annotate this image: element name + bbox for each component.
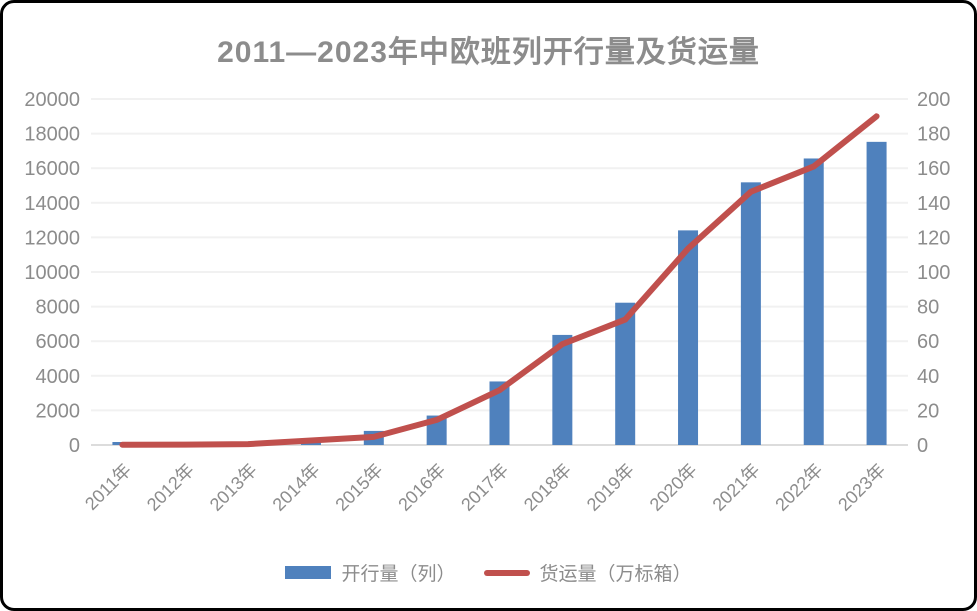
bar-2019年	[615, 302, 636, 445]
x-axis-label-2018年: 2018年	[520, 460, 575, 515]
right-axis-tick-label: 140	[917, 193, 950, 215]
right-axis-tick-label: 20	[917, 400, 939, 422]
x-axis-label-2021年: 2021年	[709, 460, 764, 515]
bar-2023年	[866, 141, 887, 445]
chart-legend: 开行量（列） 货运量（万标箱）	[3, 559, 974, 586]
x-axis-label-2019年: 2019年	[583, 460, 638, 515]
bar-2022年	[803, 158, 824, 445]
left-axis-tick-label: 12000	[24, 227, 80, 249]
legend-item-line-series: 货运量（万标箱）	[483, 559, 692, 586]
line-series-swatch	[483, 569, 530, 576]
left-axis-tick-label: 10000	[24, 262, 80, 284]
right-axis-tick-label: 120	[917, 227, 950, 249]
right-axis-tick-label: 100	[917, 262, 950, 284]
legend-item-bar-series: 开行量（列）	[285, 559, 456, 586]
left-axis-tick-label: 18000	[24, 124, 80, 146]
right-axis-tick-label: 180	[917, 124, 950, 146]
x-axis-label-2012年: 2012年	[143, 460, 198, 515]
bar-series-swatch	[285, 566, 332, 579]
right-axis-tick-label: 80	[917, 297, 939, 319]
bar-series-label: 开行量（列）	[341, 564, 456, 585]
left-axis-tick-label: 0	[69, 435, 80, 457]
line-series-label: 货运量（万标箱）	[539, 564, 692, 585]
combo-chart-plot-area: 0 0 2000 20 4000 40 6000 60 8000 80 10000 100 12000 1…	[24, 89, 950, 515]
x-axis-label-2014年: 2014年	[269, 460, 324, 515]
x-axis-label-2016年: 2016年	[394, 460, 449, 515]
x-axis-label-2015年: 2015年	[331, 460, 386, 515]
bar-2020年	[678, 230, 699, 445]
bar-2017年	[489, 381, 510, 445]
right-axis-tick-label: 40	[917, 366, 939, 388]
x-axis-label-2011年: 2011年	[81, 460, 135, 514]
left-axis-tick-label: 20000	[24, 89, 80, 111]
right-axis-tick-label: 200	[917, 89, 950, 111]
freight-volume-line	[119, 113, 880, 448]
left-axis-tick-label: 6000	[36, 331, 81, 353]
left-axis-tick-label: 4000	[36, 366, 81, 388]
left-axis-tick-label: 8000	[36, 297, 81, 319]
x-axis-label-2017年: 2017年	[457, 460, 512, 515]
bar-2018年	[552, 334, 573, 445]
right-axis-tick-label: 60	[917, 331, 939, 353]
x-axis-label-2020年: 2020年	[646, 460, 701, 515]
left-axis-tick-label: 14000	[24, 193, 80, 215]
bar-2021年	[740, 182, 761, 445]
x-axis-label-2022年: 2022年	[771, 460, 826, 515]
chart-title: 2011—2023年中欧班列开行量及货运量	[217, 36, 760, 69]
x-axis-label-2013年: 2013年	[206, 460, 261, 515]
left-axis-tick-label: 16000	[24, 158, 80, 180]
right-axis-tick-label: 0	[917, 435, 928, 457]
x-axis-label-2023年: 2023年	[834, 460, 889, 515]
left-axis-tick-label: 2000	[36, 400, 81, 422]
right-axis-tick-label: 160	[917, 158, 950, 180]
